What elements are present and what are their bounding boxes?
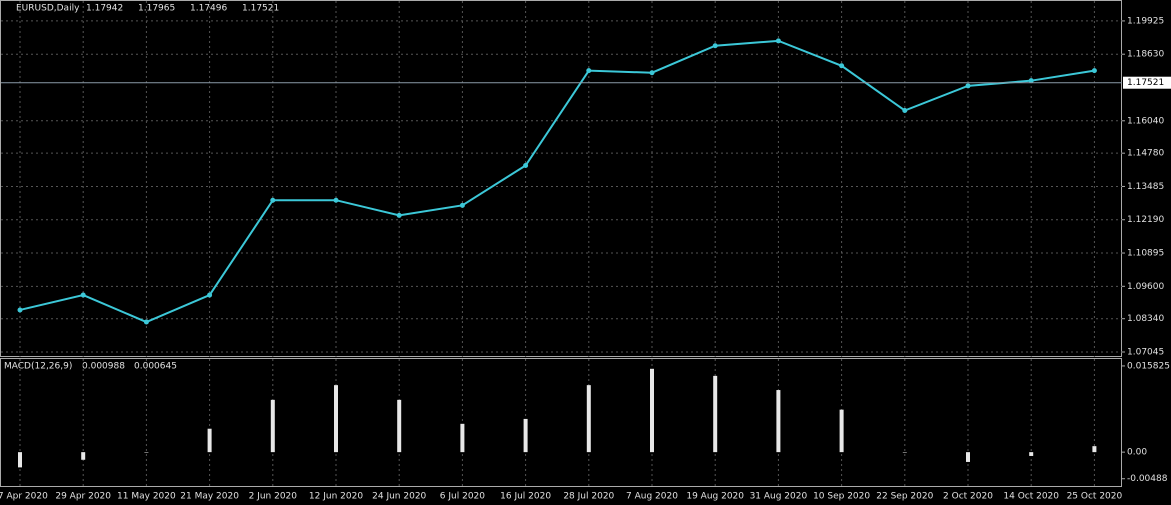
price-line	[19, 39, 1095, 324]
price-point	[270, 197, 276, 203]
macd-bar	[902, 452, 907, 453]
macd-bar	[1029, 452, 1034, 456]
x-tick-label: 7 Aug 2020	[626, 492, 678, 502]
y-tick-label: -0.00488	[1127, 474, 1168, 484]
x-tick-label: 17 Apr 2020	[0, 492, 48, 502]
y-tick-label: 1.09600	[1127, 282, 1164, 292]
macd-bar	[270, 399, 275, 453]
x-tick-label: 25 Oct 2020	[1067, 492, 1123, 502]
y-tick-label: 1.07045	[1127, 347, 1164, 357]
price-point	[333, 197, 339, 203]
macd-bar	[397, 399, 402, 453]
y-tick-label: 1.18630	[1127, 50, 1164, 60]
y-tick-label: 0.015825	[1127, 361, 1170, 371]
macd-bar	[650, 368, 654, 453]
y-tick-label: 1.19925	[1127, 16, 1164, 26]
price-point	[396, 212, 402, 218]
price-point	[1091, 68, 1097, 74]
price-point	[459, 202, 465, 208]
price-point	[649, 70, 655, 76]
x-tick-label: 31 Aug 2020	[750, 492, 808, 502]
macd-bar	[18, 452, 22, 468]
header-value: 0.000988	[82, 362, 125, 372]
price-point	[80, 292, 86, 298]
macd-bar	[81, 452, 86, 460]
price-point	[586, 68, 592, 74]
current-price-box	[1123, 76, 1171, 89]
header-value: 0.000645	[134, 362, 177, 372]
macd-bar	[207, 428, 212, 453]
price-point	[1028, 78, 1034, 84]
x-tick-label: 11 May 2020	[117, 492, 176, 502]
x-tick-label: 12 Jun 2020	[309, 492, 363, 502]
macd-bar	[523, 418, 528, 453]
price-point	[17, 307, 23, 313]
macd-bar	[586, 385, 591, 453]
macd-panel-frame	[0, 358, 1122, 487]
x-tick-label: 2 Jun 2020	[249, 492, 298, 502]
price-point	[902, 107, 908, 113]
price-point	[143, 319, 149, 325]
y-tick-label: 1.14780	[1127, 149, 1164, 159]
x-tick-label: 14 Oct 2020	[1003, 492, 1059, 502]
macd-bar	[460, 423, 465, 453]
y-tick-label: 1.16040	[1127, 116, 1164, 126]
price-point	[523, 163, 529, 169]
y-tick-label: 1.12190	[1127, 215, 1164, 225]
price-point	[965, 83, 971, 89]
macd-bar	[839, 409, 844, 453]
y-tick-label: 1.13485	[1127, 182, 1164, 192]
price-point	[775, 38, 781, 44]
macd-bar	[1092, 446, 1097, 453]
x-tick-label: 2 Oct 2020	[943, 492, 993, 502]
y-tick-label: 1.10895	[1127, 249, 1164, 259]
macd-bar	[776, 390, 781, 453]
header-value: 1.17942	[86, 4, 123, 14]
y-tick-label: 1.08340	[1127, 314, 1164, 324]
x-tick-label: 10 Sep 2020	[813, 492, 870, 502]
x-tick-label: 19 Aug 2020	[686, 492, 744, 502]
x-tick-label: 22 Sep 2020	[876, 492, 933, 502]
current-price-label: 1.17521	[1127, 78, 1164, 88]
price-point	[712, 43, 718, 49]
macd-bar	[144, 452, 149, 453]
x-tick-label: 21 May 2020	[180, 492, 239, 502]
y-tick-label: 0.00	[1127, 448, 1147, 458]
price-panel-frame	[0, 0, 1122, 357]
price-point	[839, 63, 845, 69]
macd-bar	[966, 452, 970, 462]
x-tick-label: 6 Jul 2020	[440, 492, 485, 502]
symbol-title: EURUSD,Daily	[16, 4, 80, 14]
header-value: 1.17521	[242, 4, 279, 14]
x-tick-label: 29 Apr 2020	[55, 492, 111, 502]
macd-title: MACD(12,26,9)	[4, 362, 72, 372]
header-value: 1.17965	[138, 4, 175, 14]
price-point	[207, 292, 213, 298]
header-value: 1.17496	[190, 4, 227, 14]
macd-bar	[713, 375, 718, 453]
x-tick-label: 24 Jun 2020	[372, 492, 426, 502]
x-tick-label: 28 Jul 2020	[563, 492, 614, 502]
x-tick-label: 16 Jul 2020	[500, 492, 551, 502]
macd-bar	[334, 385, 338, 453]
